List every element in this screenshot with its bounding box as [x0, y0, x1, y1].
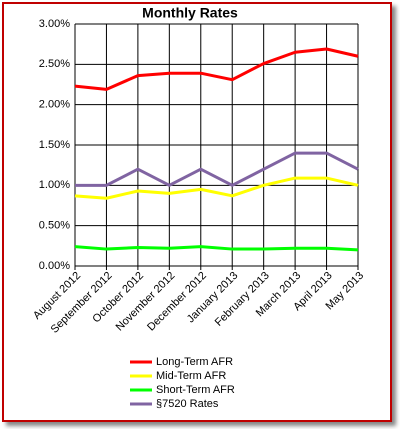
y-tick-label: 0.50%: [39, 220, 70, 232]
data-line: [74, 176, 359, 200]
y-tick-label: 3.00%: [39, 18, 70, 30]
legend-label: Long-Term AFR: [156, 356, 233, 368]
legend-label: Short-Term AFR: [156, 384, 235, 396]
legend-label: §7520 Rates: [156, 398, 219, 410]
data-line: [74, 47, 359, 91]
y-tick-label: 2.00%: [39, 99, 70, 111]
y-tick-label: 0.00%: [39, 260, 70, 272]
y-tick-label: 1.50%: [39, 139, 70, 151]
data-line: [74, 245, 359, 252]
y-tick-label: 2.50%: [39, 58, 70, 70]
chart-title: Monthly Rates: [142, 5, 238, 21]
data-line: [75, 151, 359, 187]
y-tick-label: 1.00%: [39, 179, 70, 191]
legend-label: Mid-Term AFR: [156, 370, 226, 382]
x-tick-label: February 2013: [213, 270, 272, 329]
